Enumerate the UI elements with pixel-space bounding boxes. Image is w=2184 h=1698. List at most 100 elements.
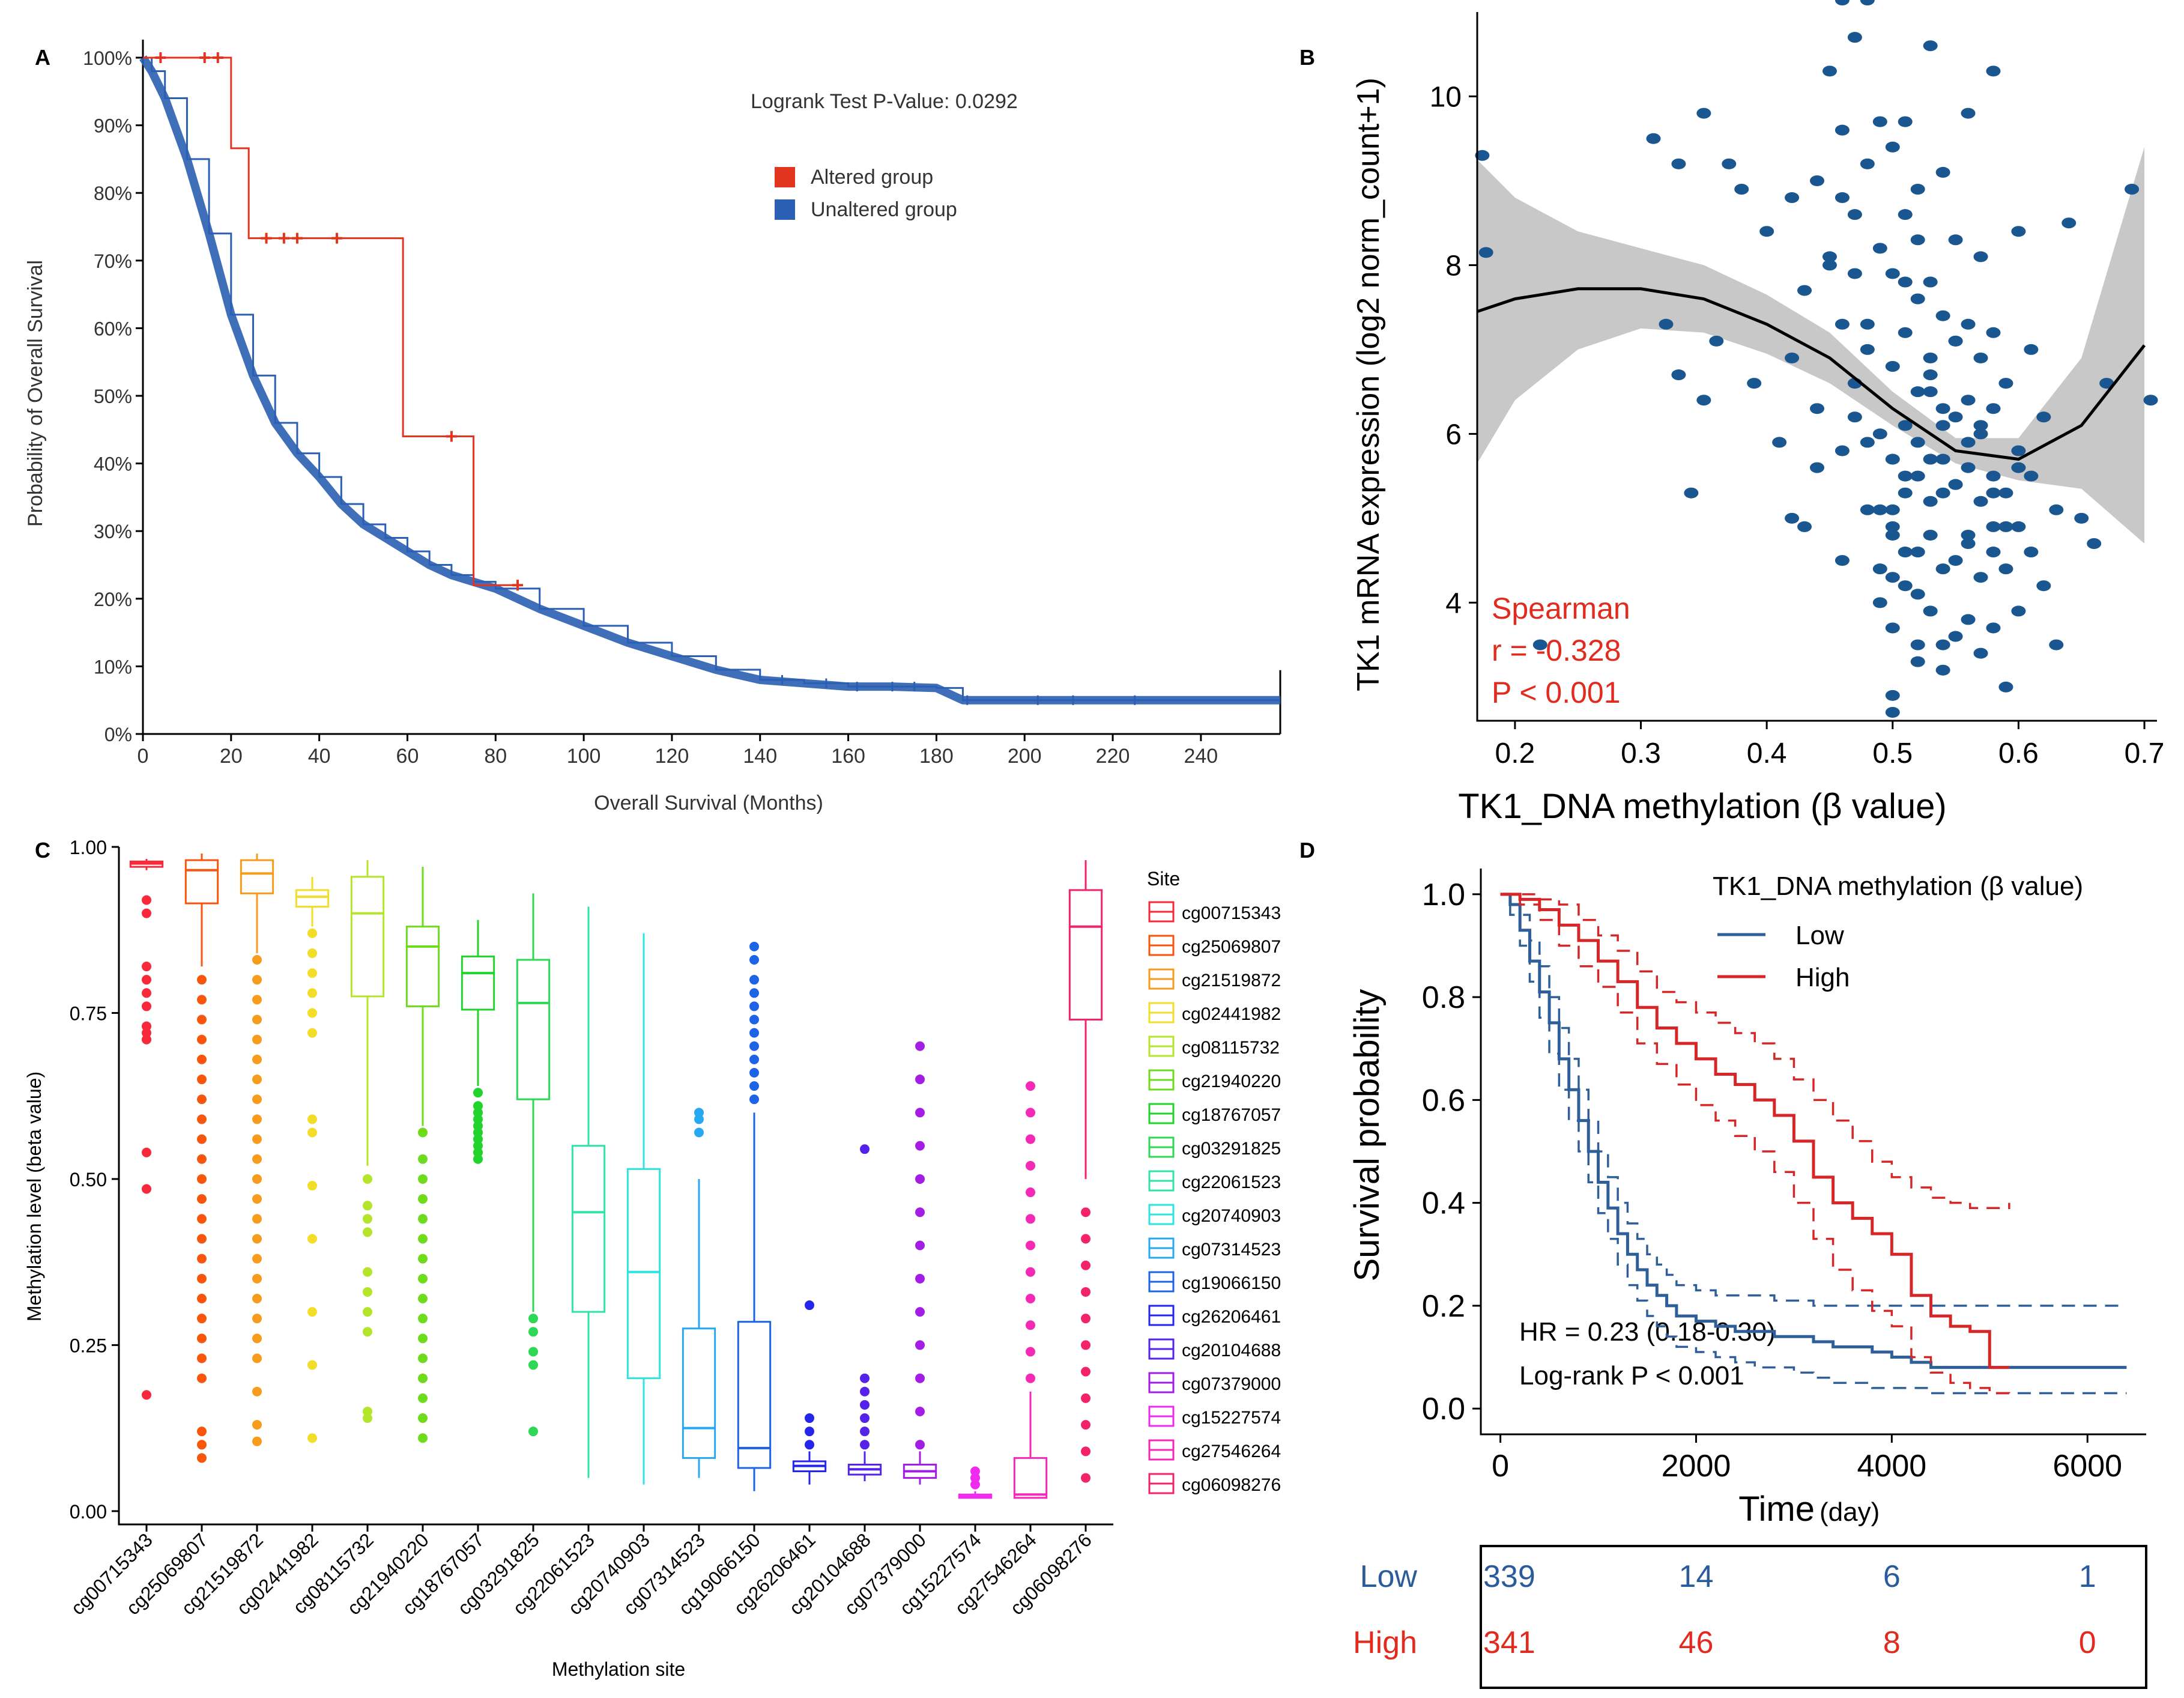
c-outlier-point — [363, 1174, 372, 1184]
b-scatter-point — [2143, 395, 2158, 406]
d-x-tick-label: 2000 — [1662, 1449, 1731, 1484]
a-x-tick-label: 140 — [743, 745, 777, 768]
c-outlier-point — [694, 1127, 704, 1138]
a-censor-unaltered — [962, 695, 972, 705]
c-outlier-point — [418, 1314, 428, 1324]
c-outlier-point — [418, 1174, 428, 1184]
b-scatter-point — [1885, 706, 1900, 718]
c-outlier-point — [418, 1413, 428, 1424]
c-outlier-point — [749, 1001, 759, 1011]
b-scatter-point — [1885, 690, 1900, 701]
b-scatter-point — [2011, 445, 2026, 456]
d-y-axis-label: Survival probability — [1348, 989, 1387, 1282]
c-outlier-point — [197, 1254, 207, 1264]
c-outlier-point — [142, 1034, 151, 1045]
b-scatter-point — [1898, 420, 1913, 431]
c-box-cg07314523 — [682, 1108, 716, 1478]
c-outlier-point — [805, 1427, 814, 1437]
b-scatter-point — [1986, 65, 2001, 77]
b-scatter-point — [1935, 166, 1950, 178]
b-scatter-point — [1961, 108, 1976, 119]
b-scatter-point — [1910, 437, 1925, 448]
b-scatter-point — [1961, 395, 1976, 406]
a-censor-altered — [199, 52, 210, 63]
b-scatter-point — [1910, 589, 1925, 600]
c-box-cg19066150 — [737, 941, 772, 1491]
a-y-tick-label: 90% — [94, 115, 132, 137]
c-outlier-point — [473, 1147, 483, 1157]
d-y-tick-label: 1.0 — [1422, 878, 1465, 912]
d-series-high-line — [1500, 893, 2009, 1369]
c-outlier-point — [528, 1427, 538, 1437]
b-x-tick-label: 0.2 — [1495, 738, 1535, 769]
c-outlier-point — [915, 1307, 925, 1317]
c-outlier-point — [142, 975, 151, 985]
c-box-cg06098276 — [1068, 860, 1103, 1483]
c-outlier-point — [307, 1114, 317, 1124]
c-outlier-point — [197, 1453, 207, 1463]
b-scatter-point — [1885, 521, 1900, 532]
c-outlier-point — [1081, 1314, 1090, 1324]
c-outlier-point — [142, 1147, 151, 1157]
b-scatter-point — [2011, 605, 2026, 617]
c-outlier-point — [252, 1294, 262, 1303]
c-box-cg21519872 — [240, 854, 274, 1446]
c-outlier-point — [749, 1068, 759, 1078]
b-scatter-point — [1810, 403, 1824, 414]
b-scatter-point — [2036, 580, 2051, 592]
b-scatter-point — [1948, 631, 1963, 642]
b-scatter-point — [1835, 445, 1850, 456]
b-fit-line — [1477, 287, 2146, 461]
b-scatter-point — [1785, 512, 1800, 524]
d-risk-count: 14 — [1679, 1559, 1714, 1594]
b-scatter-point — [1948, 555, 1963, 566]
c-legend-label: cg03291825 — [1182, 1139, 1281, 1159]
c-legend-label: cg21940220 — [1182, 1072, 1281, 1091]
c-outlier-point — [142, 1021, 151, 1031]
c-outlier-point — [142, 895, 151, 905]
c-outlier-point — [749, 1041, 759, 1051]
c-outlier-point — [197, 1440, 207, 1450]
c-outlier-point — [197, 1154, 207, 1164]
c-outlier-point — [749, 975, 759, 985]
c-box-cg03291825 — [516, 893, 551, 1437]
b-spearman-label: Spearman — [1492, 592, 1630, 625]
b-scatter-point — [1475, 150, 1490, 161]
panel-label-b: B — [1299, 45, 1315, 70]
b-scatter-point — [1910, 639, 1925, 650]
b-scatter-point — [1961, 529, 1976, 541]
c-outlier-point — [363, 1201, 372, 1211]
b-scatter-point — [1961, 614, 1976, 625]
b-spearman-r: r = -0.328 — [1492, 634, 1621, 667]
c-outlier-point — [363, 1307, 372, 1317]
b-scatter-point — [1872, 428, 1887, 440]
c-outlier-point — [1026, 1320, 1035, 1330]
c-outlier-point — [363, 1407, 372, 1416]
b-scatter-point — [1986, 470, 2001, 482]
c-legend-label: cg22061523 — [1182, 1172, 1281, 1192]
c-box-cg02441982 — [295, 876, 330, 1443]
c-outlier-point — [197, 1214, 207, 1224]
a-censor-unaltered — [821, 678, 831, 688]
a-y-tick-label: 40% — [94, 453, 132, 475]
c-box-cg25069807 — [184, 854, 219, 1463]
c-box-body — [405, 926, 440, 1007]
c-outlier-point — [749, 1094, 759, 1105]
b-scatter-point — [1948, 479, 1963, 490]
c-outlier-point — [749, 941, 759, 951]
c-box-body — [1013, 1457, 1048, 1499]
a-x-tick-label: 80 — [484, 745, 507, 768]
c-outlier-point — [418, 1433, 428, 1443]
d-x-axis-unit: (day) — [1819, 1497, 1880, 1527]
b-x-axis-label: TK1_DNA methylation (β value) — [1458, 787, 1946, 826]
b-scatter-point — [2087, 538, 2102, 549]
a-x-tick-label: 240 — [1184, 745, 1218, 768]
b-scatter-point — [1847, 32, 1862, 43]
a-censor-altered — [291, 232, 303, 244]
b-scatter-point — [1898, 580, 1913, 592]
c-outlier-point — [528, 1314, 538, 1324]
c-outlier-point — [252, 1386, 262, 1396]
c-outlier-point — [252, 1214, 262, 1224]
b-scatter-point — [1935, 403, 1950, 414]
